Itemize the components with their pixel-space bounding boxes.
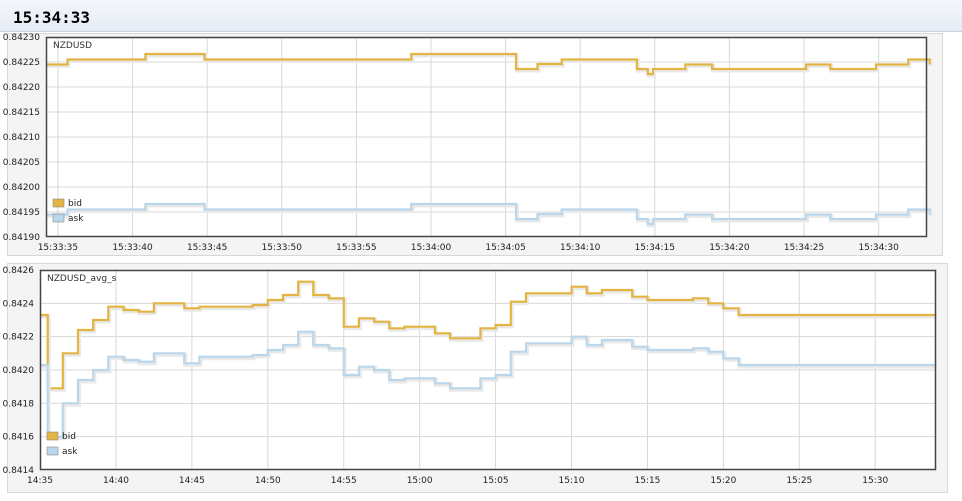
series-line-bid <box>46 52 931 76</box>
legend-label-ask: ask <box>62 447 78 457</box>
x-tick-label: 14:55 <box>331 476 357 486</box>
x-tick-label: 15:15 <box>634 476 660 486</box>
plot-frame <box>39 269 937 471</box>
legend-swatch-ask <box>46 446 59 456</box>
y-tick-label: 0.84230 <box>3 33 40 43</box>
x-tick-label: 15:05 <box>483 476 509 486</box>
x-tick-label: 15:10 <box>559 476 585 486</box>
legend-label-bid: bid <box>68 199 82 209</box>
x-tick-label: 14:35 <box>27 476 53 486</box>
x-tick-label: 15:33:45 <box>187 243 227 253</box>
y-tick-label: 0.84195 <box>3 208 40 218</box>
y-tick-label: 0.84220 <box>3 83 40 93</box>
y-tick-label: 0.8414 <box>3 466 35 476</box>
y-tick-label: 0.84200 <box>3 183 40 193</box>
clock-display: 15:34:33 <box>13 8 91 27</box>
x-tick-label: 15:30 <box>862 476 888 486</box>
header-bar: 15:34:33 <box>0 0 962 32</box>
x-tick-label: 15:34:25 <box>784 243 824 253</box>
y-tick-label: 0.8426 <box>3 266 35 276</box>
legend-label-ask: ask <box>68 214 84 224</box>
y-tick-label: 0.84225 <box>3 58 40 68</box>
x-tick-label: 15:33:35 <box>38 243 78 253</box>
x-tick-label: 15:34:10 <box>560 243 601 253</box>
x-tick-label: 15:34:05 <box>485 243 525 253</box>
chart-title: NZDUSD_avg_s <box>47 274 117 284</box>
x-tick-label: 14:50 <box>255 476 281 486</box>
x-tick-label: 15:33:50 <box>262 243 303 253</box>
chart-title: NZDUSD <box>53 41 92 51</box>
legend-swatch-ask <box>52 213 65 223</box>
y-tick-label: 0.84205 <box>3 158 40 168</box>
y-tick-label: 0.8424 <box>3 299 35 309</box>
series-line-ask <box>40 330 936 438</box>
x-tick-label: 15:20 <box>710 476 736 486</box>
x-tick-label: 15:33:55 <box>336 243 376 253</box>
x-tick-label: 15:34:30 <box>858 243 899 253</box>
legend-label-bid: bid <box>62 432 76 442</box>
legend-swatch-bid <box>52 198 65 208</box>
series-line-ask <box>46 202 931 226</box>
y-tick-label: 0.84190 <box>3 233 40 243</box>
series-line-shadow-ask <box>41 331 937 441</box>
x-tick-label: 15:00 <box>407 476 433 486</box>
series-line-shadow-bid <box>41 281 937 392</box>
x-tick-label: 15:25 <box>786 476 812 486</box>
x-tick-label: 15:34:20 <box>709 243 750 253</box>
y-tick-label: 0.8418 <box>3 399 35 409</box>
y-tick-label: 0.8420 <box>3 366 35 376</box>
y-tick-label: 0.8422 <box>3 333 35 343</box>
series-line-bid <box>40 280 936 390</box>
legend-swatch-bid <box>46 431 59 441</box>
x-tick-label: 14:45 <box>179 476 205 486</box>
x-tick-label: 14:40 <box>103 476 129 486</box>
x-tick-label: 15:34:00 <box>411 243 452 253</box>
y-tick-label: 0.8416 <box>3 433 35 443</box>
y-tick-label: 0.84210 <box>3 133 40 143</box>
x-tick-label: 15:34:15 <box>635 243 675 253</box>
plot-frame <box>45 36 928 238</box>
x-tick-label: 15:33:40 <box>112 243 153 253</box>
y-tick-label: 0.84215 <box>3 108 40 118</box>
